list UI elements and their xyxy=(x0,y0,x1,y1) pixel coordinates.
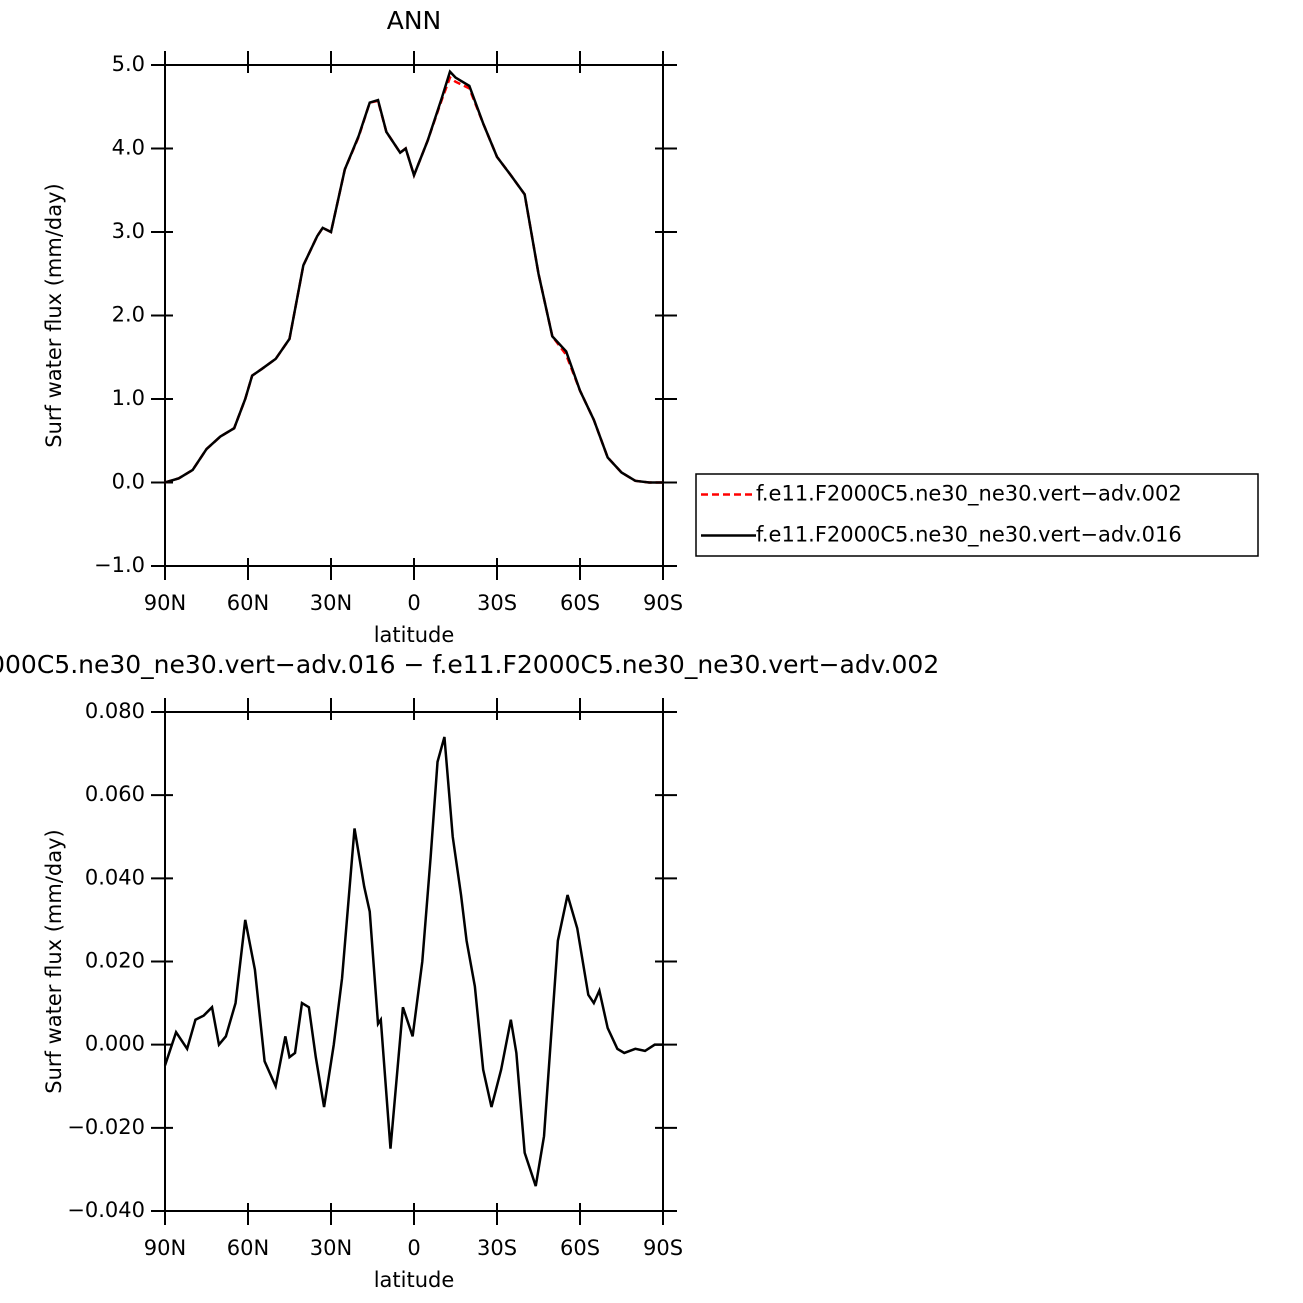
y-tick-label: −0.020 xyxy=(67,1115,145,1139)
data-line xyxy=(164,69,663,484)
x-tick-label: 30N xyxy=(310,591,352,615)
y-tick-label: 0.000 xyxy=(85,1032,145,1056)
y-tick-label: 2.0 xyxy=(112,303,145,327)
y-tick-label: 0.040 xyxy=(85,865,145,889)
x-axis-label: latitude xyxy=(374,1268,455,1292)
x-tick-label: 90S xyxy=(643,591,683,615)
plot: ANN latitude Surf water flux (mm/day) −1.0 0… xyxy=(42,6,1259,647)
x-axis-label: latitude xyxy=(374,623,455,647)
x-tick-label: 90S xyxy=(643,1236,683,1260)
x-tick-label: 30S xyxy=(477,1236,517,1260)
x-tick-label: 60N xyxy=(227,1236,269,1260)
y-tick-label: 0.080 xyxy=(85,699,145,723)
x-tick-label: 60N xyxy=(227,591,269,615)
legend-label: f.e11.F2000C5.ne30_ne30.vert−adv.002 xyxy=(756,482,1182,507)
plot: f.e11.F2000C5.ne30_ne30.vert−adv.016 − f… xyxy=(0,650,939,1292)
y-tick-label: −0.040 xyxy=(67,1198,145,1222)
y-tick-label: 1.0 xyxy=(112,386,145,410)
plot-frame xyxy=(164,711,664,1212)
x-tick-label: 0 xyxy=(407,591,420,615)
y-tick-label: 0.060 xyxy=(85,782,145,806)
x-tick-label: 90N xyxy=(144,1236,186,1260)
x-tick-label: 90N xyxy=(144,591,186,615)
y-tick-label: 4.0 xyxy=(112,136,145,160)
legend-label: f.e11.F2000C5.ne30_ne30.vert−adv.016 xyxy=(756,523,1182,548)
y-tick-label: −1.0 xyxy=(94,553,145,577)
y-axis-label: Surf water flux (mm/day) xyxy=(42,183,66,448)
y-tick-label: 3.0 xyxy=(112,219,145,243)
y-axis-label: Surf water flux (mm/day) xyxy=(42,829,66,1094)
legend-box xyxy=(695,473,1259,557)
x-tick-label: 30S xyxy=(477,591,517,615)
plot-frame xyxy=(164,64,664,567)
data-line xyxy=(163,736,663,1187)
x-tick-label: 0 xyxy=(407,1236,420,1260)
x-tick-label: 30N xyxy=(310,1236,352,1260)
x-tick-label: 60S xyxy=(560,591,600,615)
x-tick-label: 60S xyxy=(560,1236,600,1260)
y-tick-label: 5.0 xyxy=(112,52,145,76)
chart-title: f.e11.F2000C5.ne30_ne30.vert−adv.016 − f… xyxy=(0,650,939,679)
data-line xyxy=(164,75,663,484)
y-tick-label: 0.020 xyxy=(85,949,145,973)
chart-title: ANN xyxy=(387,6,442,35)
y-tick-label: 0.0 xyxy=(112,470,145,494)
